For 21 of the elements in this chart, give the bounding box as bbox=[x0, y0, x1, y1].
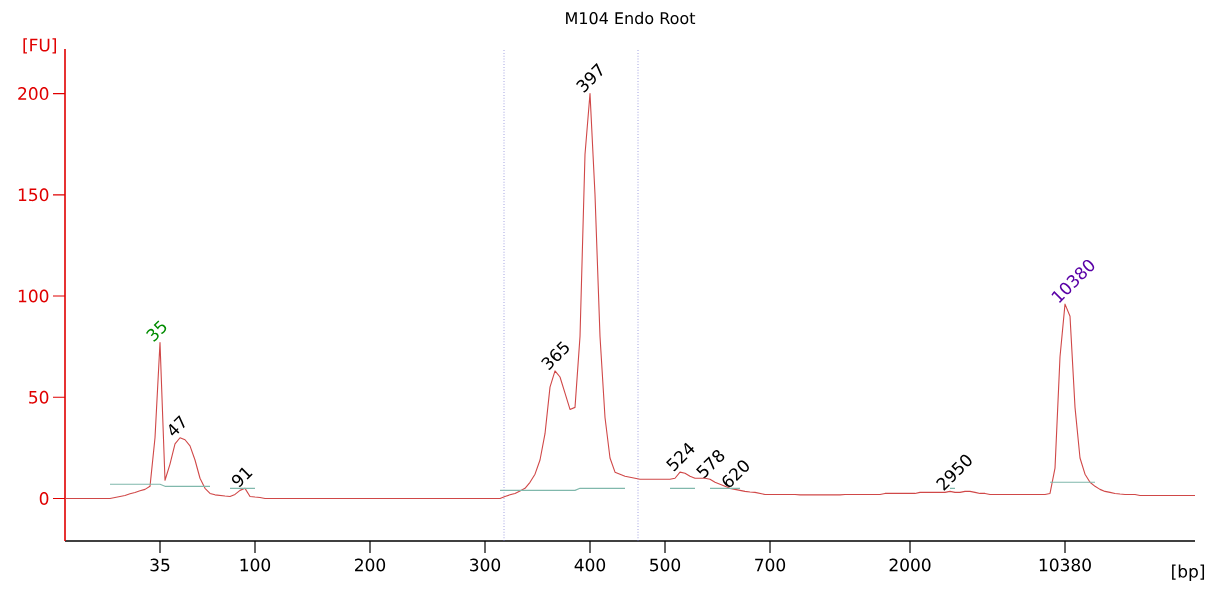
x-tick-label: 35 bbox=[150, 558, 170, 572]
x-tick-label: 700 bbox=[755, 558, 786, 572]
annotation: 91 bbox=[231, 467, 253, 488]
annotation: 47 bbox=[169, 415, 185, 436]
y-tick-label: 200 bbox=[18, 87, 49, 100]
annotation: 524 bbox=[666, 442, 695, 472]
x-tick-label: 400 bbox=[574, 558, 606, 572]
x-tick-label: 2000 bbox=[889, 558, 931, 572]
y-axis-title: [FU] bbox=[23, 38, 57, 54]
x-tick-label: 100 bbox=[240, 558, 271, 572]
y-tick-label: 100 bbox=[18, 289, 49, 303]
annotation: 35 bbox=[146, 320, 167, 342]
x-axis-title: [bp] bbox=[1172, 564, 1205, 581]
x-tick-label: 300 bbox=[470, 558, 501, 572]
x-tick-label: 10380 bbox=[1039, 558, 1091, 572]
chart-title: M104 Endo Root bbox=[566, 11, 696, 25]
y-tick-label: 150 bbox=[18, 188, 49, 202]
y-tick-label: 0 bbox=[39, 492, 49, 505]
y-tick-label: 50 bbox=[29, 390, 49, 404]
x-tick-label: 200 bbox=[355, 558, 386, 572]
x-tick-label: 500 bbox=[650, 558, 681, 572]
